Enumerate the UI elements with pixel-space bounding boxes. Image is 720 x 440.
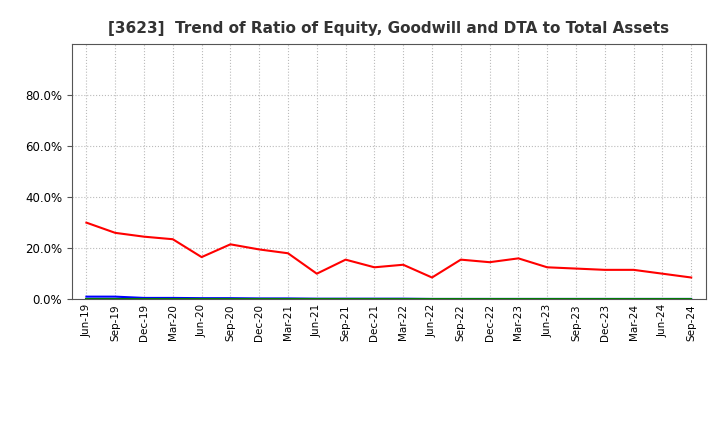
Goodwill — [370, 296, 379, 301]
Deferred Tax Assets — [514, 296, 523, 301]
Equity — [168, 237, 177, 242]
Deferred Tax Assets — [168, 296, 177, 301]
Equity — [629, 267, 638, 272]
Deferred Tax Assets — [658, 296, 667, 301]
Equity — [687, 275, 696, 280]
Goodwill — [456, 296, 465, 301]
Equity — [255, 247, 264, 252]
Equity — [543, 265, 552, 270]
Deferred Tax Assets — [600, 296, 609, 301]
Goodwill — [226, 296, 235, 301]
Goodwill — [312, 296, 321, 301]
Deferred Tax Assets — [370, 296, 379, 301]
Equity — [284, 251, 292, 256]
Deferred Tax Assets — [428, 296, 436, 301]
Goodwill — [111, 294, 120, 299]
Goodwill — [255, 296, 264, 301]
Deferred Tax Assets — [399, 296, 408, 301]
Deferred Tax Assets — [629, 296, 638, 301]
Goodwill — [543, 296, 552, 301]
Equity — [514, 256, 523, 261]
Goodwill — [428, 296, 436, 301]
Equity — [197, 254, 206, 260]
Goodwill — [600, 296, 609, 301]
Deferred Tax Assets — [312, 296, 321, 301]
Goodwill — [197, 296, 206, 301]
Goodwill — [284, 296, 292, 301]
Goodwill — [629, 296, 638, 301]
Equity — [82, 220, 91, 225]
Equity — [111, 230, 120, 235]
Deferred Tax Assets — [456, 296, 465, 301]
Deferred Tax Assets — [341, 296, 350, 301]
Deferred Tax Assets — [111, 296, 120, 301]
Deferred Tax Assets — [255, 296, 264, 301]
Equity — [312, 271, 321, 276]
Equity — [658, 271, 667, 276]
Goodwill — [399, 296, 408, 301]
Equity — [370, 265, 379, 270]
Goodwill — [658, 296, 667, 301]
Goodwill — [168, 295, 177, 301]
Equity — [572, 266, 580, 271]
Equity — [140, 234, 148, 239]
Goodwill — [687, 296, 696, 301]
Equity — [399, 262, 408, 268]
Equity — [485, 260, 494, 265]
Equity — [600, 267, 609, 272]
Equity — [226, 242, 235, 247]
Deferred Tax Assets — [543, 296, 552, 301]
Deferred Tax Assets — [572, 296, 580, 301]
Line: Goodwill: Goodwill — [86, 297, 691, 299]
Deferred Tax Assets — [226, 296, 235, 301]
Line: Equity: Equity — [86, 223, 691, 278]
Deferred Tax Assets — [197, 296, 206, 301]
Deferred Tax Assets — [140, 296, 148, 301]
Goodwill — [82, 294, 91, 299]
Deferred Tax Assets — [687, 296, 696, 301]
Deferred Tax Assets — [284, 296, 292, 301]
Equity — [456, 257, 465, 262]
Equity — [428, 275, 436, 280]
Equity — [341, 257, 350, 262]
Goodwill — [572, 296, 580, 301]
Deferred Tax Assets — [82, 296, 91, 301]
Goodwill — [341, 296, 350, 301]
Title: [3623]  Trend of Ratio of Equity, Goodwill and DTA to Total Assets: [3623] Trend of Ratio of Equity, Goodwil… — [108, 21, 670, 36]
Goodwill — [514, 296, 523, 301]
Deferred Tax Assets — [485, 296, 494, 301]
Goodwill — [485, 296, 494, 301]
Goodwill — [140, 295, 148, 301]
